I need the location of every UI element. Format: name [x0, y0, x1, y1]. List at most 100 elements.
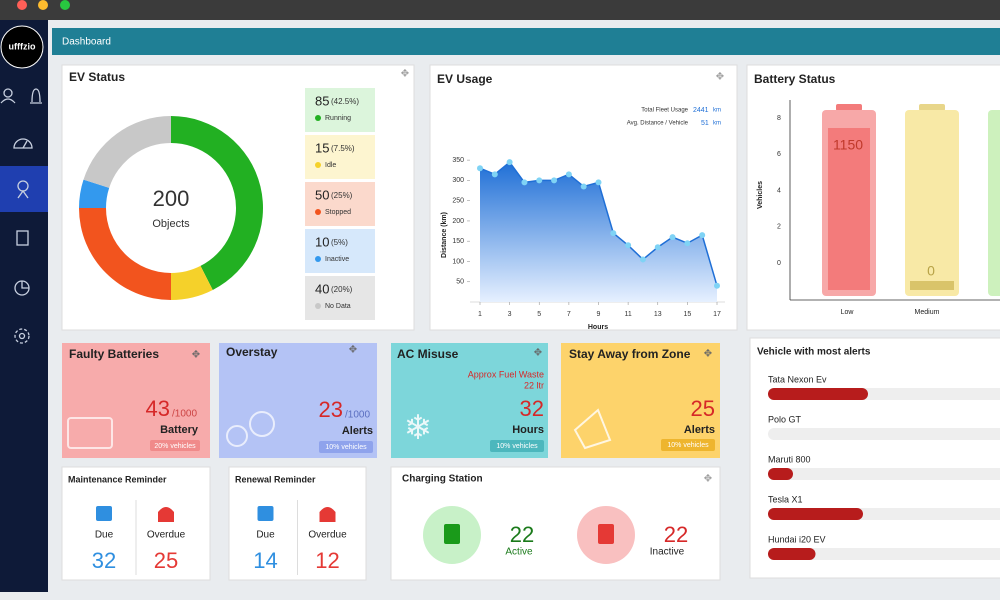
point [654, 244, 661, 251]
card-title: EV Usage [437, 72, 493, 86]
logo[interactable] [0, 25, 44, 69]
battery-value: 1150 [833, 137, 863, 153]
y-axis-label: Distance (km) [441, 212, 448, 258]
point [625, 242, 632, 249]
bell-icon[interactable] [30, 88, 42, 104]
due-count: 14 [253, 548, 277, 573]
active-count: 22 [510, 522, 534, 547]
card-share: 10% vehicles [496, 443, 538, 450]
legend-percent: (42.5%) [331, 97, 359, 106]
bar-track [768, 428, 1000, 440]
point [551, 177, 558, 184]
point [477, 165, 483, 172]
battery-high [988, 110, 1000, 296]
donut-total: 200 [153, 186, 190, 211]
move-handle[interactable]: ✥ [192, 350, 200, 361]
alerts-card [749, 337, 1000, 579]
chart-icon-slice [21, 281, 29, 289]
calendar-icon [96, 506, 112, 521]
settings-icon-core [18, 332, 26, 340]
legend-box [305, 88, 375, 132]
card-share: 10% vehicles [667, 442, 709, 449]
overdue-label: Overdue [147, 530, 186, 541]
card-title: Vehicle with most alerts [757, 347, 871, 358]
legend-dot [315, 162, 321, 168]
speed-icon[interactable] [13, 138, 33, 149]
zoom-button[interactable] [60, 0, 70, 10]
user-icon-body [0, 98, 16, 104]
legend-count: 15 [315, 140, 329, 155]
ac-misuse-card [391, 343, 548, 458]
fleet-usage: 2441 [693, 107, 709, 114]
y-tick-label: 4 [777, 187, 781, 194]
card-unit: Alerts [342, 425, 373, 437]
legend-dot [315, 256, 321, 262]
legend-status: Running [325, 115, 351, 122]
share-pill [150, 440, 200, 451]
y-tick-label: 6 [777, 151, 781, 158]
card-total: /1000 [345, 410, 370, 421]
close-button[interactable] [17, 0, 27, 10]
move-handle[interactable]: ✥ [534, 348, 542, 359]
user-icon[interactable] [3, 88, 13, 98]
point [595, 179, 602, 186]
y-tick-label: 200 [452, 218, 464, 225]
battery-cap [836, 104, 862, 111]
card-share: 20% vehicles [154, 443, 196, 450]
location-icon [226, 425, 248, 447]
vehicle-name: Maruti 800 [768, 454, 811, 464]
plug [444, 524, 460, 544]
x-tick-label: 1 [478, 311, 482, 318]
active-label: Active [505, 547, 533, 558]
card-unit: Alerts [684, 424, 715, 436]
point [565, 171, 572, 178]
card-value: 23 [319, 397, 343, 422]
settings-icon[interactable] [14, 328, 30, 344]
card-title: EV Status [69, 70, 125, 84]
move-handle[interactable]: ✥ [349, 345, 357, 356]
legend-status: Inactive [325, 256, 349, 263]
fleet-usage-unit: km [713, 108, 721, 114]
legend-count: 10 [315, 234, 329, 249]
minimize-button[interactable] [38, 0, 48, 10]
y-tick-label: 50 [456, 279, 464, 286]
point [521, 179, 528, 186]
overdue-label: Overdue [308, 530, 347, 541]
battery-medium [905, 110, 959, 296]
point [580, 183, 587, 190]
calendar-icon [257, 506, 274, 521]
y-tick-label: 8 [777, 115, 781, 122]
move-handle[interactable]: ✥ [704, 349, 712, 360]
card-total: /1000 [172, 409, 197, 420]
battery-icon [67, 417, 113, 449]
sidebar-icons [0, 88, 48, 344]
avg-distance-label: Avg. Distance / Vehicle [627, 121, 689, 127]
legend-count: 85 [315, 93, 329, 108]
legend-percent: (7.5%) [331, 144, 355, 153]
move-handle[interactable]: ✥ [704, 474, 712, 485]
overdue-count: 12 [315, 548, 339, 573]
card-unit: Battery [160, 424, 199, 436]
active-menu[interactable] [0, 166, 48, 212]
overdue-count: 25 [154, 548, 178, 573]
legend-box [305, 229, 375, 273]
plug [598, 524, 614, 544]
card-value: 32 [520, 396, 544, 421]
report-icon[interactable] [16, 230, 29, 246]
bar [768, 548, 816, 560]
move-handle[interactable]: ✥ [401, 69, 409, 80]
battery-label: Low [841, 309, 855, 316]
card-value: 43 [146, 396, 170, 421]
battery-ticks: 0 2 4 6 8 [777, 115, 781, 267]
legend-dot [315, 115, 321, 121]
vehicle-name: Polo GT [768, 414, 802, 424]
overstay-card [219, 343, 377, 458]
card-title: Renewal Reminder [235, 474, 316, 484]
move-handle[interactable]: ✥ [716, 72, 724, 83]
vehicle-name: Tata Nexon Ev [768, 374, 827, 384]
card-unit: Hours [512, 424, 544, 436]
snowflake-icon: ❄ [404, 409, 433, 447]
battery-label: Medium [915, 309, 940, 316]
